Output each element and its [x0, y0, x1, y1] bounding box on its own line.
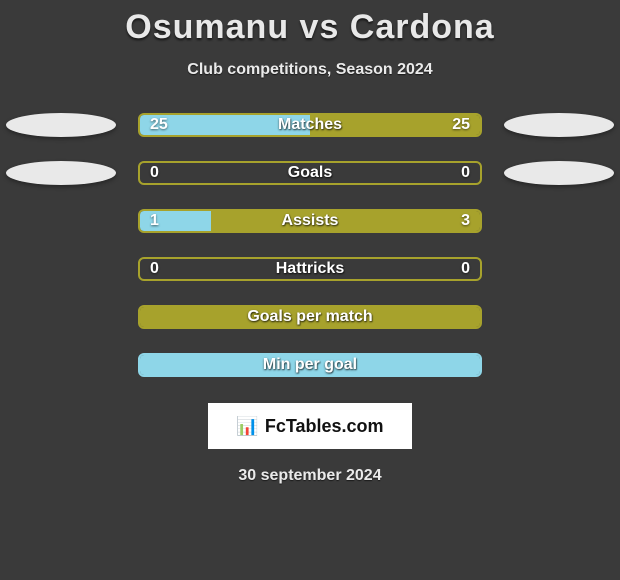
stat-bar: 13Assists: [138, 209, 482, 233]
stat-bar: 0 0Goals: [138, 161, 482, 185]
footer-date: 30 september 2024: [0, 467, 620, 485]
bar-fill-right: [310, 115, 480, 135]
stat-label: Hattricks: [140, 259, 480, 279]
stat-label: Goals: [140, 163, 480, 183]
player-left-ellipse: [6, 113, 116, 137]
player-right-ellipse: [504, 113, 614, 137]
stat-row: 0 0Goals: [0, 161, 620, 185]
stats-rows: 2525Matches00Goals13Assists00HattricksGo…: [0, 113, 620, 377]
brand-box: 📊 FcTables.com: [208, 403, 412, 449]
brand-text: FcTables.com: [265, 416, 384, 437]
stat-value-left: 0: [150, 259, 159, 279]
bar-fill-left: [140, 211, 211, 231]
subtitle: Club competitions, Season 2024: [0, 61, 620, 79]
stat-row: 2525Matches: [0, 113, 620, 137]
player-right-ellipse: [504, 161, 614, 185]
stat-value-right: 0: [461, 259, 470, 279]
stat-row: Goals per match: [0, 305, 620, 329]
player-left-ellipse: [6, 161, 116, 185]
stat-value-left: 0: [150, 163, 159, 183]
stat-value-right: 0: [461, 163, 470, 183]
brand-icon: 📊: [236, 417, 258, 435]
stat-bar: 2525Matches: [138, 113, 482, 137]
bar-fill-full: [140, 355, 480, 375]
stat-bar: Goals per match: [138, 305, 482, 329]
stat-row: 13Assists: [0, 209, 620, 233]
stat-row: Min per goal: [0, 353, 620, 377]
stat-bar: 0 0Hattricks: [138, 257, 482, 281]
bar-fill-full: [140, 307, 480, 327]
stat-row: 0 0Hattricks: [0, 257, 620, 281]
page-title: Osumanu vs Cardona: [0, 0, 620, 47]
bar-fill-left: [140, 115, 310, 135]
bar-fill-right: [211, 211, 480, 231]
stat-bar: Min per goal: [138, 353, 482, 377]
